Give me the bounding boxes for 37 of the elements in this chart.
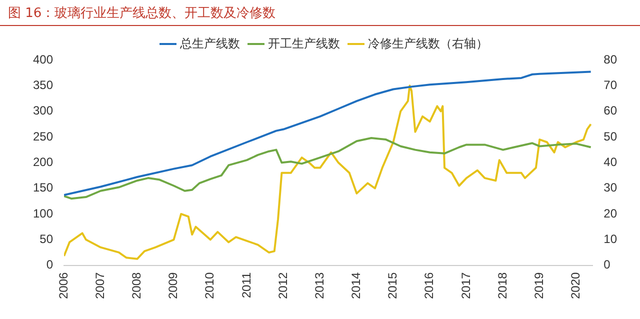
y2-tick-label: 70: [604, 78, 618, 92]
x-tick-label: 2007: [92, 272, 107, 300]
chart-title: 图 16：玻璃行业生产线总数、开工数及冷修数: [0, 0, 640, 26]
x-tick-label: 2016: [422, 272, 436, 300]
x-tick-label: 2012: [276, 272, 290, 300]
y2-tick-label: 50: [604, 129, 618, 144]
x-tick-label: 2009: [166, 272, 180, 300]
x-tick-label: 2017: [458, 272, 473, 300]
x-tick-label: 2013: [312, 272, 326, 300]
y2-tick-label: 0: [604, 258, 611, 272]
y2-tick-label: 40: [604, 154, 618, 169]
y-tick-label: 350: [32, 78, 54, 92]
x-tick-label: 2010: [202, 272, 217, 300]
x-tick-label: 2011: [239, 272, 254, 298]
legend-label: 开工生产线数: [268, 36, 340, 50]
y2-tick-label: 30: [604, 180, 618, 195]
x-tick-label: 2008: [130, 272, 144, 300]
x-tick-label: 2014: [349, 272, 363, 300]
x-tick-label: 2019: [532, 272, 546, 300]
x-tick-label: 2006: [56, 272, 70, 300]
y-tick-label: 50: [40, 232, 54, 246]
y2-tick-label: 10: [604, 232, 618, 246]
legend-label: 总生产线数: [179, 36, 240, 50]
y-tick-label: 150: [32, 180, 54, 195]
x-tick-label: 2015: [386, 272, 400, 300]
legend-label: 冷修生产线数（右轴）: [368, 36, 488, 50]
y-tick-label: 250: [32, 129, 54, 144]
x-tick-label: 2018: [495, 272, 510, 300]
y-tick-label: 400: [32, 52, 54, 66]
y-tick-label: 300: [32, 104, 54, 118]
y2-tick-label: 20: [604, 206, 618, 220]
y2-tick-label: 60: [604, 104, 618, 118]
y2-tick-label: 80: [604, 52, 618, 66]
y-tick-label: 200: [32, 154, 54, 169]
x-tick-label: 2020: [568, 272, 582, 300]
y-tick-label: 0: [46, 258, 54, 272]
y-tick-label: 100: [32, 206, 54, 220]
